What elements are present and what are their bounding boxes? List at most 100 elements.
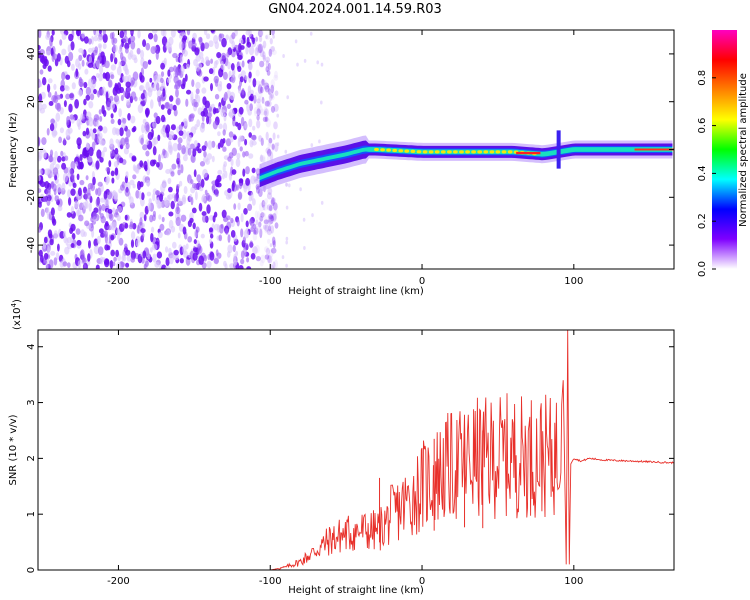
- noise-speck: [239, 146, 243, 152]
- noise-speck: [244, 150, 249, 157]
- noise-speck: [39, 81, 43, 88]
- noise-speck: [187, 236, 193, 243]
- noise-speck: [156, 251, 163, 259]
- noise-speck: [255, 256, 261, 262]
- noise-speck: [256, 114, 260, 121]
- noise-speck: [130, 231, 136, 240]
- snr-scale-exponent: 4: [10, 302, 18, 307]
- noise-speck: [124, 42, 130, 50]
- noise-speck: [104, 258, 110, 268]
- noise-speck: [177, 143, 182, 151]
- noise-speck: [253, 106, 259, 115]
- noise-speck: [189, 217, 194, 223]
- noise-speck: [218, 68, 224, 78]
- noise-speck: [238, 265, 244, 269]
- noise-speck: [286, 95, 290, 100]
- noise-speck: [105, 221, 109, 227]
- noise-speck: [150, 99, 154, 109]
- ridge-core: [447, 150, 452, 154]
- noise-speck: [320, 62, 324, 67]
- noise-speck: [151, 30, 158, 34]
- noise-speck: [210, 233, 214, 239]
- noise-speck: [79, 154, 83, 162]
- noise-speck: [153, 33, 158, 43]
- noise-speck: [64, 246, 70, 255]
- noise-speck: [54, 150, 58, 160]
- ridge-core: [386, 148, 391, 152]
- noise-speck: [42, 77, 47, 86]
- noise-speck: [199, 161, 206, 167]
- noise-speck: [225, 228, 229, 235]
- noise-speck: [168, 36, 174, 46]
- noise-speck: [47, 91, 52, 98]
- noise-speck: [48, 155, 54, 163]
- noise-speck: [66, 116, 70, 123]
- noise-speck: [124, 214, 128, 221]
- noise-speck: [257, 30, 263, 38]
- noise-speck: [256, 119, 261, 129]
- noise-speck: [250, 55, 255, 63]
- noise-speck: [47, 83, 51, 93]
- colorbar-label: Normalized spectral amplitude: [738, 73, 749, 227]
- noise-speck: [248, 30, 252, 38]
- noise-speck: [237, 65, 242, 72]
- noise-speck: [105, 175, 111, 184]
- noise-speck: [188, 134, 192, 142]
- noise-speck: [186, 89, 192, 95]
- noise-speck: [202, 215, 207, 223]
- noise-speck: [268, 225, 272, 232]
- noise-speck: [218, 33, 222, 42]
- noise-speck: [270, 105, 276, 113]
- noise-speck: [168, 211, 174, 217]
- noise-speck: [190, 196, 194, 206]
- noise-speck: [232, 244, 236, 253]
- noise-speck: [265, 131, 269, 141]
- ridge-core: [392, 148, 398, 153]
- noise-speck: [118, 157, 124, 164]
- noise-speck: [303, 246, 306, 250]
- noise-speck: [170, 124, 176, 131]
- noise-speck: [264, 223, 269, 232]
- noise-speck: [218, 224, 224, 234]
- noise-speck: [257, 90, 263, 100]
- noise-speck: [252, 37, 255, 45]
- noise-speck: [261, 212, 267, 221]
- noise-speck: [256, 101, 262, 109]
- noise-speck: [99, 197, 106, 203]
- noise-speck: [87, 253, 91, 262]
- noise-speck: [70, 206, 74, 215]
- noise-speck: [197, 62, 203, 69]
- noise-speck: [190, 179, 194, 185]
- noise-speck: [224, 91, 228, 101]
- noise-speck: [87, 38, 92, 45]
- noise-speck: [257, 103, 262, 112]
- noise-speck: [47, 65, 52, 72]
- noise-speck: [261, 156, 266, 164]
- noise-speck: [95, 188, 99, 196]
- noise-speck: [152, 193, 156, 202]
- noise-speck: [155, 50, 159, 60]
- ridge-core: [459, 150, 464, 154]
- noise-speck: [141, 192, 145, 201]
- noise-speck: [252, 246, 258, 255]
- noise-speck: [165, 257, 170, 267]
- noise-speck: [265, 147, 271, 154]
- noise-speck: [125, 81, 131, 88]
- noise-speck: [189, 143, 196, 150]
- noise-speck: [248, 153, 254, 159]
- noise-speck: [69, 114, 75, 120]
- noise-speck: [132, 125, 137, 132]
- noise-speck: [165, 246, 169, 253]
- noise-speck: [161, 216, 165, 223]
- noise-speck: [262, 206, 266, 211]
- noise-speck: [194, 124, 198, 130]
- noise-speck: [221, 37, 227, 48]
- noise-speck: [98, 30, 102, 35]
- noise-speck: [309, 31, 313, 36]
- noise-speck: [217, 84, 223, 92]
- noise-speck: [160, 127, 166, 135]
- noise-speck: [285, 240, 289, 245]
- noise-speck: [172, 104, 177, 111]
- noise-speck: [182, 154, 188, 162]
- noise-speck: [255, 167, 260, 175]
